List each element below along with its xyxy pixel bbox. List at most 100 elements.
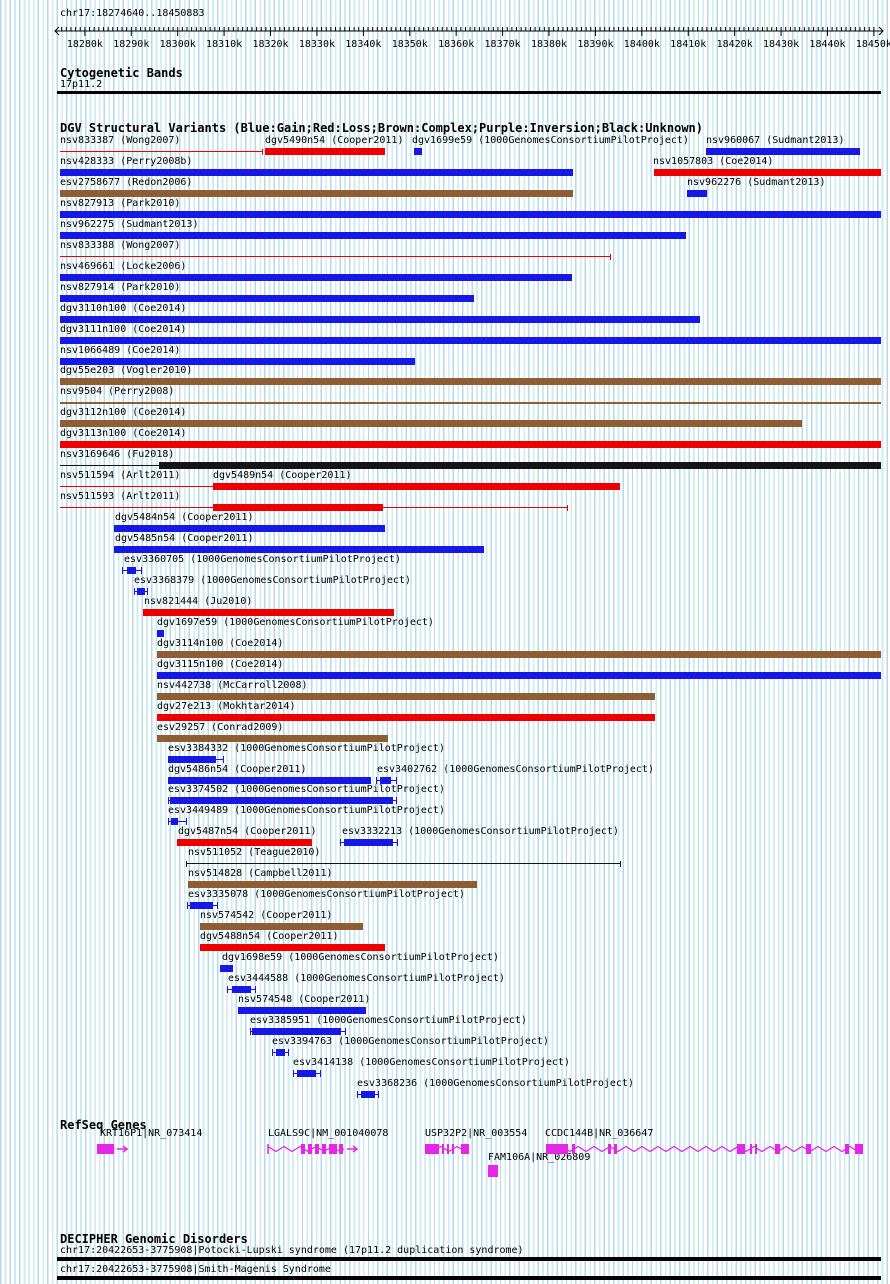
variant-bar[interactable] [157, 693, 655, 700]
variant-bar[interactable] [157, 651, 881, 658]
decipher-region-bar[interactable] [57, 1276, 881, 1280]
gene-exon[interactable] [488, 1165, 498, 1177]
variant-label[interactable]: esv3332213 (1000GenomesConsortiumPilotPr… [342, 826, 619, 837]
gene-label[interactable]: KRT16P1|NR_073414 [100, 1128, 203, 1139]
gene-exon[interactable] [855, 1144, 863, 1154]
variant-bar[interactable] [687, 190, 707, 197]
gene-exon[interactable] [775, 1144, 780, 1154]
variant-exon-glyph[interactable] [376, 777, 397, 784]
coordinate-ruler[interactable]: 18280k 18290k 18300k 18310k 18320k 18330k 1834… [0, 0, 890, 52]
variant-label[interactable]: esv3360705 (1000GenomesConsortiumPilotPr… [124, 554, 401, 565]
variant-label[interactable]: nsv3169646 (Fu2018) [60, 449, 175, 460]
gene-exon[interactable] [461, 1144, 469, 1154]
variant-label[interactable]: nsv1066489 (Coe2014) [60, 345, 181, 356]
variant-label[interactable]: nsv821444 (Ju2010) [144, 596, 253, 607]
variant-bar[interactable] [60, 378, 881, 385]
decipher-region-bar[interactable] [57, 1257, 881, 1261]
variant-bar[interactable] [60, 232, 686, 239]
variant-label[interactable]: dgv5485n54 (Cooper2011) [115, 533, 254, 544]
gene-exon[interactable] [845, 1144, 849, 1154]
variant-label[interactable]: nsv960067 (Sudmant2013) [706, 135, 845, 146]
variant-label[interactable]: nsv827913 (Park2010) [60, 198, 181, 209]
variant-exon-glyph[interactable] [272, 1049, 289, 1056]
variant-exon-glyph[interactable] [168, 797, 397, 804]
gene-exon[interactable] [614, 1144, 617, 1154]
variant-label[interactable]: nsv1057803 (Coe2014) [653, 156, 774, 167]
variant-label[interactable]: nsv469661 (Locke2006) [60, 261, 187, 272]
variant-label[interactable]: dgv5486n54 (Cooper2011) [168, 764, 307, 775]
variant-label[interactable]: nsv511052 (Teague2010) [188, 847, 321, 858]
variant-label[interactable]: esv3394763 (1000GenomesConsortiumPilotPr… [272, 1036, 549, 1047]
variant-bar[interactable] [60, 358, 415, 365]
variant-label[interactable]: dgv55e203 (Vogler2010) [60, 365, 193, 376]
variant-bar[interactable] [114, 525, 385, 532]
variant-exon-glyph[interactable] [340, 839, 398, 846]
variant-bar[interactable] [220, 965, 233, 972]
variant-bar[interactable] [60, 337, 881, 344]
variant-bar[interactable] [157, 630, 164, 637]
variant-label[interactable]: esv3384332 (1000GenomesConsortiumPilotPr… [168, 743, 445, 754]
gene-exon[interactable] [755, 1144, 757, 1154]
variant-label[interactable]: esv3374502 (1000GenomesConsortiumPilotPr… [168, 784, 445, 795]
gene-exon[interactable] [572, 1144, 575, 1154]
variant-label[interactable]: nsv514828 (Campbell2011) [188, 868, 333, 879]
variant-bar[interactable] [177, 839, 312, 846]
variant-label[interactable]: esv3368236 (1000GenomesConsortiumPilotPr… [357, 1078, 634, 1089]
variant-range-line[interactable] [383, 507, 567, 508]
variant-range-line[interactable] [60, 486, 213, 487]
variant-bar[interactable] [159, 462, 881, 469]
variant-label[interactable]: esv29257 (Conrad2009) [157, 722, 284, 733]
gene-exon[interactable] [329, 1144, 337, 1154]
variant-bar[interactable] [213, 504, 383, 511]
variant-exon-glyph[interactable] [293, 1070, 321, 1077]
variant-label[interactable]: esv3444588 (1000GenomesConsortiumPilotPr… [228, 973, 505, 984]
variant-bar[interactable] [114, 546, 484, 553]
variant-label[interactable]: nsv962276 (Sudmant2013) [687, 177, 826, 188]
cytogenetic-band-label[interactable]: 17p11.2 [60, 79, 103, 90]
variant-label[interactable]: dgv3112n100 (Coe2014) [60, 407, 187, 418]
variant-range-line[interactable] [60, 465, 159, 466]
variant-bar[interactable] [414, 148, 422, 155]
gene-label[interactable]: USP32P2|NR_003554 [425, 1128, 528, 1139]
variant-label[interactable]: dgv3113n100 (Coe2014) [60, 428, 187, 439]
variant-label[interactable]: dgv1699e59 (1000GenomesConsortiumPilotPr… [412, 135, 689, 146]
variant-label[interactable]: esv3414138 (1000GenomesConsortiumPilotPr… [293, 1057, 570, 1068]
variant-label[interactable]: dgv3111n100 (Coe2014) [60, 324, 187, 335]
gene-exon[interactable] [737, 1144, 745, 1154]
variant-label[interactable]: esv3335078 (1000GenomesConsortiumPilotPr… [188, 889, 465, 900]
gene-exon[interactable] [447, 1144, 449, 1154]
variant-exon-glyph[interactable] [357, 1091, 379, 1098]
variant-exon-glyph[interactable] [250, 1028, 346, 1035]
cytogenetic-band-bar[interactable] [57, 91, 881, 94]
gene-exon[interactable] [608, 1144, 611, 1154]
variant-bar[interactable] [60, 211, 881, 218]
variant-label[interactable]: nsv833387 (Wong2007) [60, 135, 181, 146]
variant-range-line[interactable] [60, 402, 881, 404]
gene-label[interactable]: CCDC144B|NR_036647 [545, 1128, 654, 1139]
variant-bar[interactable] [60, 441, 881, 448]
variant-range-line[interactable] [60, 256, 610, 257]
variant-exon-glyph[interactable] [168, 756, 224, 763]
variant-label[interactable]: dgv3115n100 (Coe2014) [157, 659, 284, 670]
gene-exon[interactable] [301, 1144, 305, 1154]
variant-exon-glyph[interactable] [227, 986, 256, 993]
variant-bar[interactable] [200, 923, 363, 930]
variant-bar[interactable] [60, 295, 474, 302]
variant-label[interactable]: dgv3110n100 (Coe2014) [60, 303, 187, 314]
decipher-entry-label[interactable]: chr17:20422653-3775908|Potocki-Lupski sy… [60, 1245, 524, 1256]
variant-label[interactable]: nsv428333 (Perry2008b) [60, 156, 193, 167]
variant-bar[interactable] [706, 148, 860, 155]
variant-bar[interactable] [60, 169, 573, 176]
variant-exon-glyph[interactable] [122, 567, 142, 574]
variant-label[interactable]: dgv5484n54 (Cooper2011) [115, 512, 254, 523]
refseq-gene-glyphs[interactable] [0, 1138, 890, 1184]
gene-exon[interactable] [97, 1144, 114, 1154]
gene-exon[interactable] [315, 1144, 319, 1154]
variant-bar[interactable] [60, 274, 572, 281]
variant-label[interactable]: esv3385951 (1000GenomesConsortiumPilotPr… [250, 1015, 527, 1026]
variant-label[interactable]: esv3368379 (1000GenomesConsortiumPilotPr… [134, 575, 411, 586]
variant-label[interactable]: nsv9504 (Perry2008) [60, 386, 175, 397]
decipher-entry-label[interactable]: chr17:20422653-3775908|Smith-Magenis Syn… [60, 1264, 331, 1275]
variant-bar[interactable] [60, 190, 573, 197]
variant-bar[interactable] [157, 735, 388, 742]
